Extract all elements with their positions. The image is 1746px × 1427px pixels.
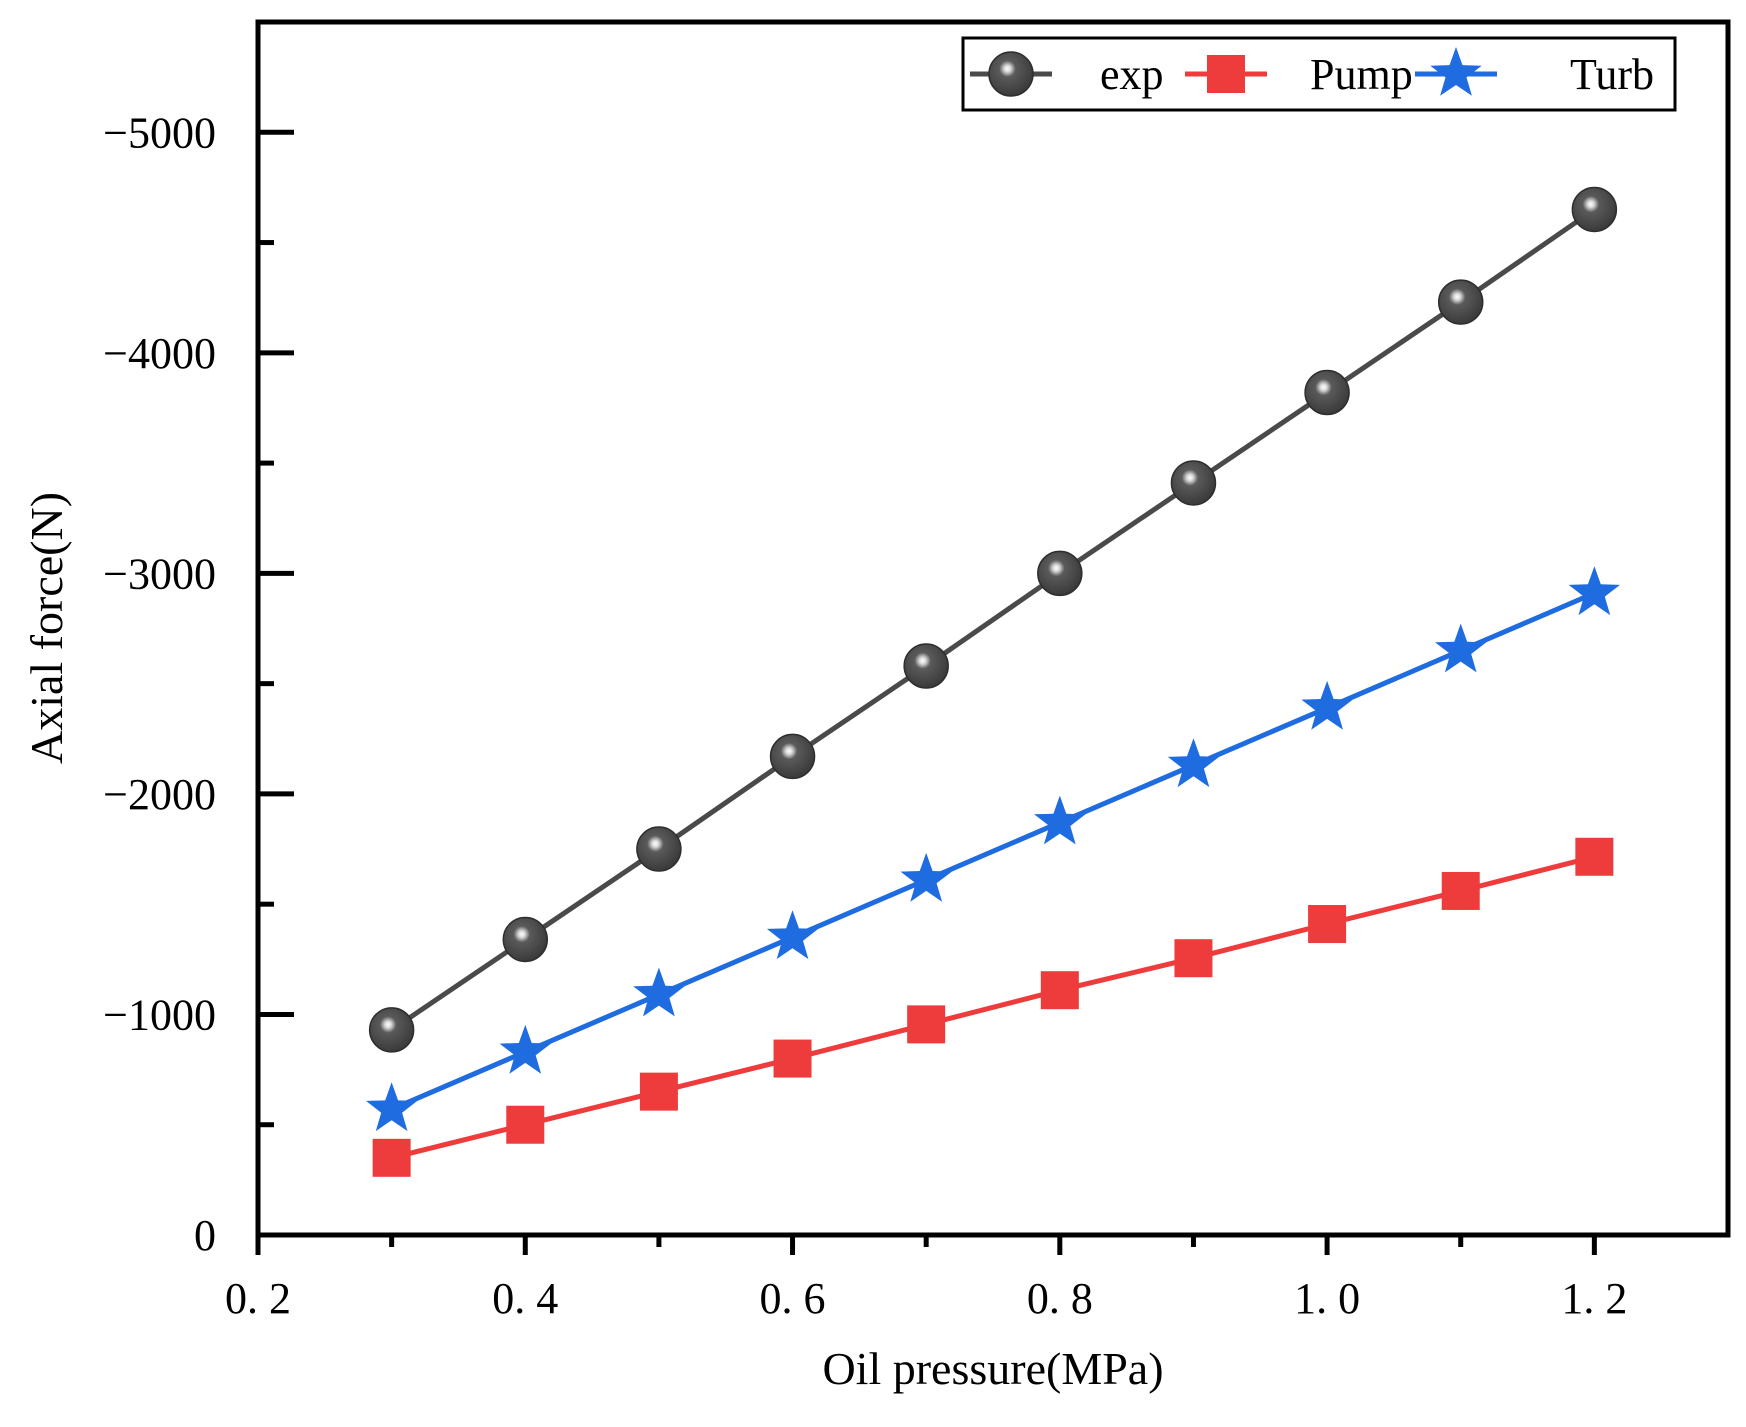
pump-point	[907, 1005, 946, 1044]
exp-point	[1571, 186, 1618, 233]
exp-point	[636, 826, 682, 872]
exp-point	[1437, 279, 1484, 325]
plot-frame	[255, 19, 1731, 1238]
y-axis-title: Axial force(N)	[21, 492, 72, 764]
pump-point	[773, 1039, 812, 1078]
pump-point	[372, 1138, 411, 1177]
exp-point	[903, 643, 949, 689]
x-tick-label: 0. 2	[225, 1274, 291, 1323]
pump-point	[1575, 837, 1614, 876]
y-tick-label: −1000	[103, 990, 216, 1039]
legend-item-turb: Turb	[1415, 47, 1654, 99]
legend-label-pump: Pump	[1310, 50, 1413, 99]
legend-label-turb: Turb	[1570, 50, 1654, 99]
exp-point	[1037, 550, 1083, 597]
x-tick-label: 1. 2	[1561, 1274, 1627, 1323]
exp-point	[368, 1007, 415, 1053]
pump-point	[639, 1072, 678, 1111]
legend-marker-turb	[1430, 47, 1482, 96]
turb-point	[366, 1082, 418, 1132]
pump-line	[390, 854, 1596, 1161]
legend: exp Pump Turb	[961, 36, 1677, 112]
legend-marker-pump	[1207, 55, 1245, 93]
series-turb	[366, 566, 1620, 1132]
x-tick-label: 0. 4	[492, 1274, 558, 1323]
pump-point	[1441, 871, 1480, 910]
pump-point	[1308, 905, 1347, 944]
y-tick-label: −3000	[103, 549, 216, 598]
y-tick-label: −2000	[103, 770, 216, 819]
legend-box	[961, 36, 1677, 112]
legend-item-pump: Pump	[1185, 50, 1413, 99]
legend-marker-exp	[988, 51, 1034, 97]
x-axis-title: Oil pressure(MPa)	[822, 1343, 1163, 1394]
turb-line	[390, 590, 1596, 1112]
exp-point	[1304, 369, 1350, 416]
x-tick-label: 0. 6	[760, 1274, 826, 1323]
pump-point	[506, 1105, 545, 1144]
turb-point	[1301, 680, 1353, 730]
pump-point	[1174, 939, 1213, 978]
turb-point	[766, 910, 819, 960]
y-tick-label: −4000	[103, 329, 216, 378]
turb-point	[1167, 738, 1220, 788]
turb-point	[1435, 623, 1487, 673]
y-tick-label: 0	[194, 1211, 216, 1260]
turb-point	[1034, 795, 1086, 845]
turb-point	[633, 967, 685, 1017]
legend-item-exp: exp	[970, 50, 1164, 99]
y-tick-label: −5000	[103, 108, 216, 157]
series-pump	[372, 837, 1614, 1177]
pump-point	[1040, 971, 1079, 1010]
series-exp	[368, 186, 1618, 1053]
turb-point	[499, 1024, 551, 1074]
series-layer	[366, 186, 1620, 1177]
turb-point	[900, 852, 952, 902]
x-tick-label: 1. 0	[1294, 1274, 1360, 1323]
exp-line	[390, 207, 1596, 1032]
exp-point	[502, 916, 549, 963]
turb-point	[1568, 566, 1620, 616]
exp-point	[1170, 460, 1217, 506]
axis-tick-labels: 0. 2 0. 4 0. 6 0. 8 1. 0 1. 2 0 −1000 −2000 −3000…	[103, 108, 1627, 1323]
x-tick-label: 0. 8	[1027, 1274, 1093, 1323]
axis-ticks	[255, 129, 1597, 1255]
exp-point	[769, 733, 816, 780]
legend-label-exp: exp	[1100, 50, 1164, 99]
